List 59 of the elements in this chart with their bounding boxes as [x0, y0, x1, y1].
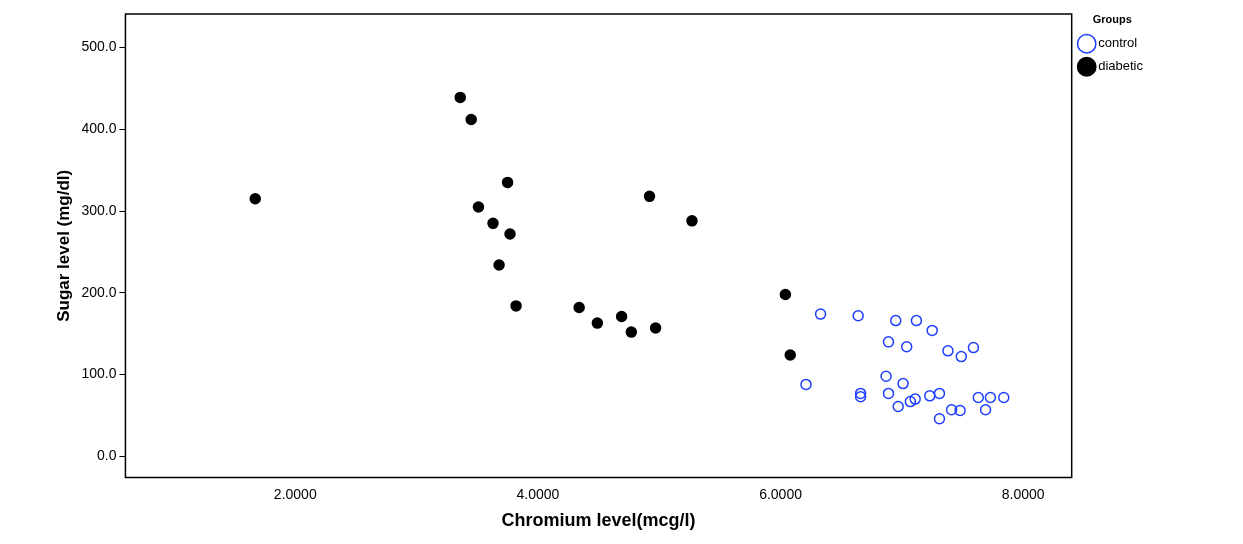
point — [979, 403, 992, 416]
point — [649, 322, 662, 334]
x-tick-label: 8.0000 — [1001, 485, 1045, 502]
point — [501, 176, 514, 189]
point — [615, 310, 628, 323]
x-tick-label: 6.0000 — [759, 485, 803, 502]
point — [924, 390, 936, 402]
point — [998, 391, 1010, 404]
point — [942, 345, 954, 357]
y-tick-label: 500.0 — [81, 38, 117, 55]
point — [779, 288, 792, 301]
point — [504, 228, 516, 240]
point — [972, 391, 985, 404]
y-tick-label: 200.0 — [81, 283, 117, 300]
point — [933, 412, 946, 425]
point — [686, 215, 698, 227]
point — [890, 314, 902, 327]
point — [882, 336, 895, 348]
y-tick-label: 100.0 — [81, 365, 117, 382]
y-axis-title: Sugar level (mg/dl) — [53, 169, 73, 322]
point — [510, 300, 522, 312]
point — [784, 349, 796, 361]
point — [880, 370, 892, 382]
point — [454, 91, 467, 104]
point — [967, 341, 980, 354]
point — [472, 201, 485, 213]
legend-label: control — [1098, 35, 1138, 51]
x-tick-label: 4.0000 — [516, 485, 560, 502]
point — [897, 377, 909, 390]
point — [954, 404, 966, 417]
point — [904, 395, 917, 408]
point — [910, 314, 923, 327]
legend-label: diabetic — [1098, 58, 1144, 74]
point — [882, 387, 895, 400]
point — [493, 259, 505, 271]
x-tick-label: 2.0000 — [273, 485, 317, 502]
point — [945, 403, 958, 416]
point — [984, 391, 997, 404]
point — [487, 217, 499, 230]
x-axis-title: Chromium level(mcg/l) — [501, 510, 696, 531]
y-tick-label: 300.0 — [81, 201, 117, 218]
point — [591, 317, 604, 329]
point — [909, 393, 921, 405]
y-tick-label: 0.0 — [96, 447, 117, 464]
point — [643, 190, 656, 203]
legend-title: Groups — [1092, 12, 1132, 25]
point — [465, 113, 477, 126]
point — [892, 400, 904, 413]
point — [852, 309, 864, 322]
point — [926, 324, 938, 337]
point — [625, 326, 638, 338]
point — [814, 308, 827, 320]
point — [249, 193, 261, 205]
y-tick-label: 400.0 — [81, 120, 117, 137]
point — [800, 378, 812, 391]
point — [573, 301, 585, 314]
point — [955, 350, 968, 363]
point — [933, 387, 946, 400]
point — [900, 341, 913, 353]
